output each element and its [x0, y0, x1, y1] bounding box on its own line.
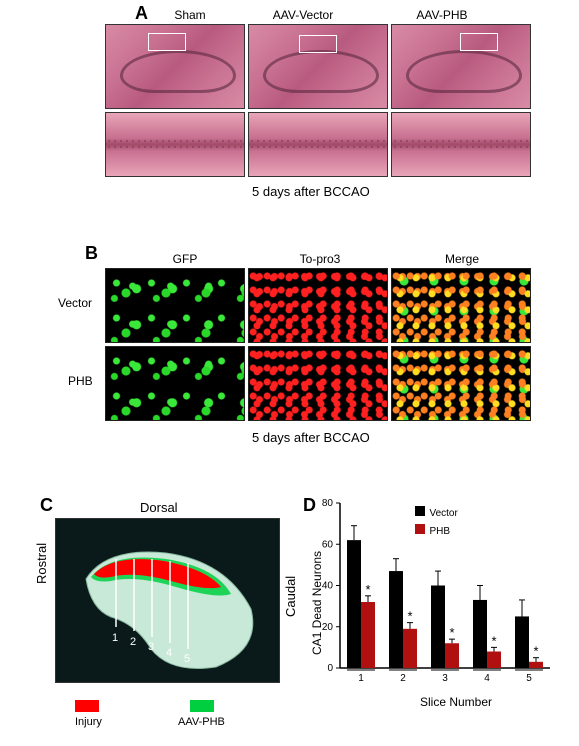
legend-injury-text: Injury — [75, 716, 102, 728]
panel-c-label: C — [40, 495, 53, 516]
legend-aavphb-box — [190, 700, 214, 712]
panel-a-col2: AAV-Vector — [263, 8, 343, 22]
roi-box — [148, 33, 186, 51]
slice-5: 5 — [184, 653, 190, 665]
y-axis-label: CA1 Dead Neurons — [310, 551, 324, 655]
svg-text:60: 60 — [322, 539, 334, 550]
svg-text:*: * — [533, 644, 538, 659]
panel-b-col1: GFP — [155, 252, 215, 266]
fluor-vector-gfp — [105, 268, 245, 343]
panel-b-col3: Merge — [432, 252, 492, 266]
panel-c-title: Dorsal — [140, 500, 178, 515]
svg-text:4: 4 — [484, 673, 490, 684]
panel-a-caption: 5 days after BCCAO — [252, 184, 370, 199]
panel-a-col3: AAV-PHB — [402, 8, 482, 22]
fluor-phb-gfp — [105, 346, 245, 421]
histology-sham-bottom — [105, 112, 245, 177]
histology-vector-bottom — [248, 112, 388, 177]
histology-sham-top — [105, 24, 245, 109]
slice-4: 4 — [166, 647, 172, 659]
roi-box — [299, 35, 337, 53]
histology-phb-top — [391, 24, 531, 109]
svg-text:2: 2 — [400, 673, 406, 684]
svg-text:0: 0 — [327, 663, 333, 674]
panel-b-row2: PHB — [68, 374, 93, 388]
panel-b-label: B — [85, 243, 98, 264]
svg-text:80: 80 — [322, 498, 334, 509]
fluor-vector-merge — [391, 268, 531, 343]
fluor-phb-merge — [391, 346, 531, 421]
panel-b-caption: 5 days after BCCAO — [252, 430, 370, 445]
roi-box — [460, 33, 498, 51]
legend-vector-text: Vector — [429, 508, 457, 519]
panel-a-label: A — [135, 3, 148, 24]
svg-text:5: 5 — [526, 673, 532, 684]
hippocampus-svg: 1 2 3 4 5 — [56, 519, 281, 684]
panel-c-right-label: Caudal — [283, 576, 298, 617]
bar-chart: 020406080 ***** 12345 CA1 Dead Neurons S… — [340, 503, 555, 693]
x-axis-label: Slice Number — [420, 695, 492, 709]
legend-injury-box — [75, 700, 99, 712]
slice-3: 3 — [148, 641, 154, 653]
slice-1: 1 — [112, 632, 118, 644]
panel-d-label: D — [303, 495, 316, 516]
panel-a-col1: Sham — [150, 8, 230, 22]
legend-phb-text: PHB — [429, 526, 450, 537]
chart-legend: Vector PHB — [415, 503, 458, 539]
fluor-vector-topro — [248, 268, 388, 343]
slice-2: 2 — [130, 636, 136, 648]
svg-text:3: 3 — [442, 673, 448, 684]
histology-phb-bottom — [391, 112, 531, 177]
panel-b-row1: Vector — [58, 296, 92, 310]
hippocampus-diagram: 1 2 3 4 5 — [55, 518, 280, 683]
histology-vector-top — [248, 24, 388, 109]
svg-text:*: * — [365, 582, 370, 597]
svg-text:*: * — [491, 633, 496, 648]
legend-aavphb-text: AAV-PHB — [178, 716, 225, 728]
fluor-phb-topro — [248, 346, 388, 421]
svg-text:*: * — [449, 625, 454, 640]
panel-b-col2: To-pro3 — [290, 252, 350, 266]
panel-c-left-label: Rostral — [34, 543, 49, 584]
svg-text:*: * — [407, 609, 412, 624]
svg-text:1: 1 — [358, 673, 364, 684]
